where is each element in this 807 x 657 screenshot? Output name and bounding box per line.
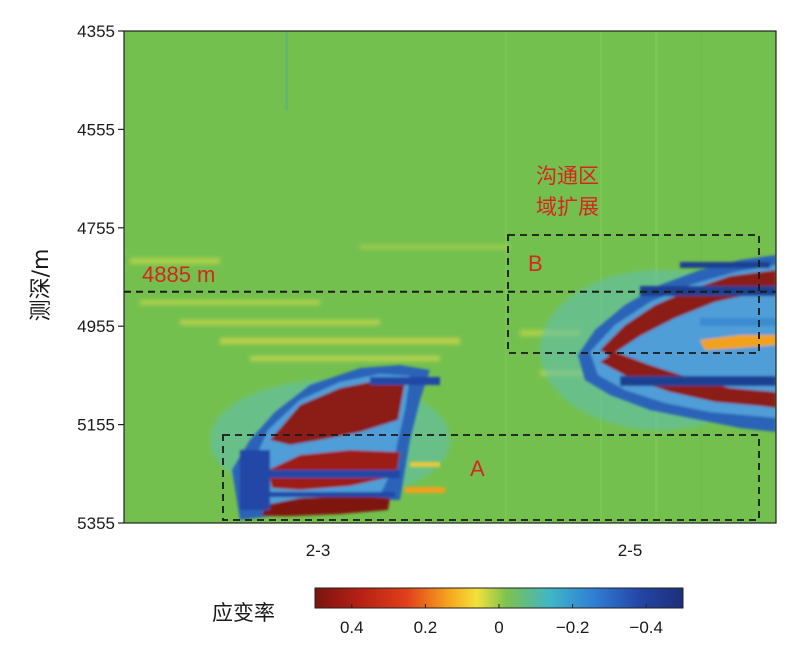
colorbar-tick-label: 0.2: [414, 618, 438, 637]
x-tick-label: 2-5: [618, 541, 643, 560]
depth-line-label: 4885 m: [142, 262, 215, 287]
heatmap-field: [130, 31, 776, 523]
y-axis: 4355 4555 4755 4955 5155 5355: [77, 22, 124, 533]
annotation-line-1: 沟通区: [536, 164, 599, 188]
strain-lobe-a: [232, 365, 445, 520]
y-axis-label: 测深/m: [29, 249, 54, 322]
plot-frame: [123, 30, 777, 524]
y-tick-label: 4355: [77, 22, 115, 41]
colorbar-tick-label: 0: [494, 618, 503, 637]
colorbar-tick-label: 0.4: [340, 618, 364, 637]
colorbar-tick-label: −0.4: [629, 618, 663, 637]
region-b-box: [507, 234, 760, 354]
colorbar-tick-label: −0.2: [556, 618, 590, 637]
y-tick-label: 5155: [77, 416, 115, 435]
strain-lobe-b: [578, 255, 776, 432]
region-a-box: [222, 434, 760, 521]
y-tick-label: 4955: [77, 317, 115, 336]
annotation-line-2: 域扩展: [536, 195, 599, 219]
colorbar-ticks: 0.4 0.2 0 −0.2 −0.4: [340, 604, 663, 637]
y-tick-label: 4555: [77, 120, 115, 139]
y-tick-label: 4755: [77, 219, 115, 238]
region-a-label: A: [470, 456, 485, 481]
region-b-label: B: [528, 251, 543, 276]
x-tick-label: 2-3: [306, 541, 331, 560]
y-tick-label: 5355: [77, 514, 115, 533]
colorbar-title: 应变率: [212, 601, 275, 625]
